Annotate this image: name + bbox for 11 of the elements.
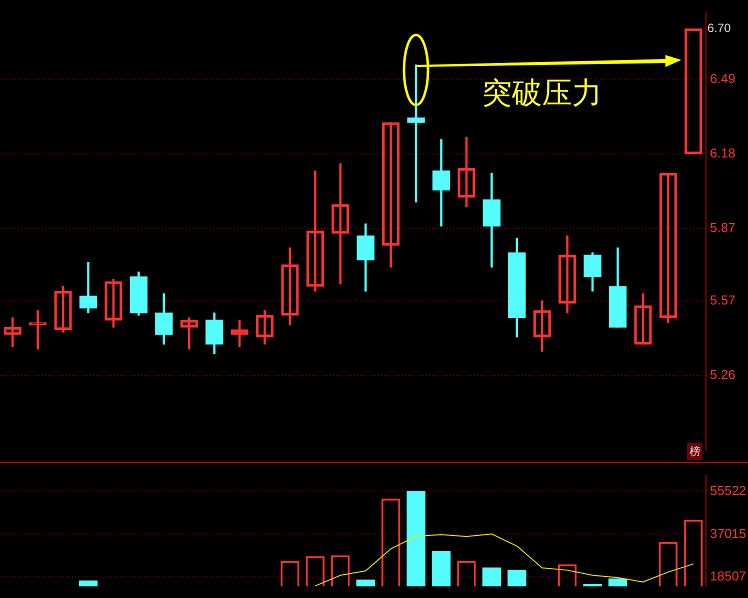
text: 6.70 bbox=[707, 20, 731, 35]
y-tick-label: 6.18 bbox=[710, 145, 736, 160]
y-tick-label: 5.57 bbox=[710, 292, 736, 308]
y-tick-label: 55522 bbox=[710, 482, 746, 498]
y-tick-label: 37015 bbox=[710, 526, 746, 541]
y-tick-label: 5.87 bbox=[710, 220, 736, 236]
y-tick-label: 18507 bbox=[710, 568, 746, 584]
annotation: 榜 bbox=[687, 443, 702, 460]
annotation: 突破压力 bbox=[482, 74, 602, 113]
y-tick-label: 6.49 bbox=[710, 70, 736, 86]
y-tick-label: 5.26 bbox=[710, 367, 736, 382]
